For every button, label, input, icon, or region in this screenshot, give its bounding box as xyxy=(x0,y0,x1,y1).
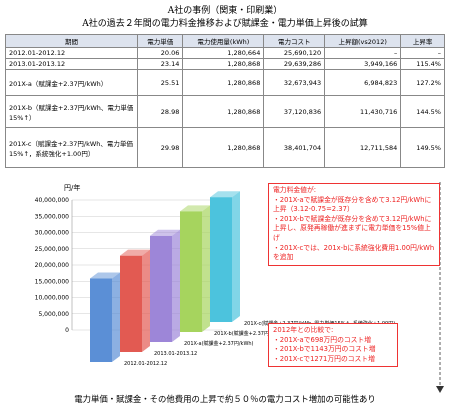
table-cell: 12,711,584 xyxy=(324,127,402,168)
bar xyxy=(180,211,202,332)
table-cell: 29.98 xyxy=(136,127,184,168)
comparison-box: 2012年との比較で: ・201X-aで698万円のコスト増 ・201X-bで114… xyxy=(268,323,398,368)
data-table: 期間 電力単価 電力使用量(kWh) 電力コスト 上昇額(vs2012) 上昇率 2012.… xyxy=(5,34,445,168)
table-cell: 25.51 xyxy=(136,69,184,96)
y-tick-label: 5,000,000 xyxy=(38,311,69,318)
note-line: 2012年との比較で: xyxy=(273,326,334,334)
table-row: 201X-c（賦課金+2.37円/kWh、電力単価15%↑，系統強化+1.00円… xyxy=(5,127,445,168)
y-tick-label: 30,000,000 xyxy=(35,230,70,237)
bar xyxy=(210,197,232,322)
table-cell: 201X-a（賦課金+2.37円/kWh） xyxy=(5,69,138,96)
bar-side xyxy=(112,272,120,362)
y-tick-label: 10,000,000 xyxy=(35,295,70,302)
table-cell: 1,280,868 xyxy=(182,95,265,128)
table-cell: 6,984,823 xyxy=(324,69,402,96)
bar-top xyxy=(150,229,180,236)
y-tick-label: 20,000,000 xyxy=(35,262,70,269)
y-tick-label: 40,000,000 xyxy=(35,197,70,204)
note-line: ・201X-bで賦課金が既存分を含めて3.12円/kWhに上昇し、原発再稼働が進… xyxy=(273,214,432,242)
bar-top xyxy=(180,205,210,212)
table-cell: 1,280,868 xyxy=(182,69,265,96)
bar-top xyxy=(120,249,150,256)
bar-top xyxy=(90,272,120,279)
bar-side xyxy=(142,249,150,352)
note-line: ・201X-aで賦課金が既存分を含めて3.12円/kWhに上昇（3.12-0.7… xyxy=(273,195,432,214)
note-line: ・201X-bで1143万円のコスト増 xyxy=(273,345,376,354)
category-label: 2013.01-2013.12 xyxy=(154,351,197,357)
y-tick-label: 35,000,000 xyxy=(35,213,70,220)
bar-side xyxy=(172,229,180,342)
note-line: 電力料金値が: xyxy=(273,186,317,194)
table-cell: 201X-c（賦課金+2.37円/kWh、電力単価15%↑，系統強化+1.00円… xyxy=(5,127,138,168)
title: A社の事例（関東・印刷業） xyxy=(167,6,283,16)
column-header: 期間 xyxy=(5,34,138,48)
y-tick-label: 0 xyxy=(65,327,69,334)
bar-side xyxy=(232,191,240,322)
table-cell: 37,120,836 xyxy=(263,95,326,128)
table-cell: 1,280,868 xyxy=(182,127,265,168)
table-cell: 149.5% xyxy=(400,127,445,168)
y-tick-label: 15,000,000 xyxy=(35,278,70,285)
category-label: 201X-a(賦課金+2.37円/kWh) xyxy=(184,340,254,347)
bar-top xyxy=(210,191,240,198)
table-cell: 201X-b（賦課金+2.37円/kWh、電力単価15%↑） xyxy=(5,95,138,128)
note-line: ・201X-aで698万円のコスト増 xyxy=(273,335,372,344)
y-axis-title: 円/年 xyxy=(64,183,80,192)
note-line: ・201X-cで1271万円のコスト増 xyxy=(273,354,375,363)
category-label: 2012.01-2012.12 xyxy=(124,361,167,367)
bar xyxy=(150,235,172,342)
column-header: 上昇率 xyxy=(400,34,445,48)
footer: 電力単価・賦課金・その他費用の上昇で約５０％の電力コスト増加の可能性あり xyxy=(74,394,376,404)
subtitle: A社の過去２年間の電力料金推移および賦課金・電力単価上昇後の試算 xyxy=(82,19,368,29)
note-line: ・201X-cでは、201x-bに系統強化費用1.00円/kWhを追加 xyxy=(273,243,435,262)
table-row: 2013.01-2013.12 23.14 1,280,868 29,639,286 3… xyxy=(5,58,445,70)
bar xyxy=(90,278,112,362)
notes-box: 電力料金値が: ・201X-aで賦課金が既存分を含めて3.12円/kWhに上昇（3… xyxy=(268,183,440,266)
arrow-head xyxy=(436,386,444,393)
y-tick-label: 25,000,000 xyxy=(35,246,70,253)
bar-side xyxy=(202,205,210,332)
column-header: 電力単価 xyxy=(136,34,184,48)
table-cell: 32,673,943 xyxy=(263,69,326,96)
bar xyxy=(120,255,142,352)
